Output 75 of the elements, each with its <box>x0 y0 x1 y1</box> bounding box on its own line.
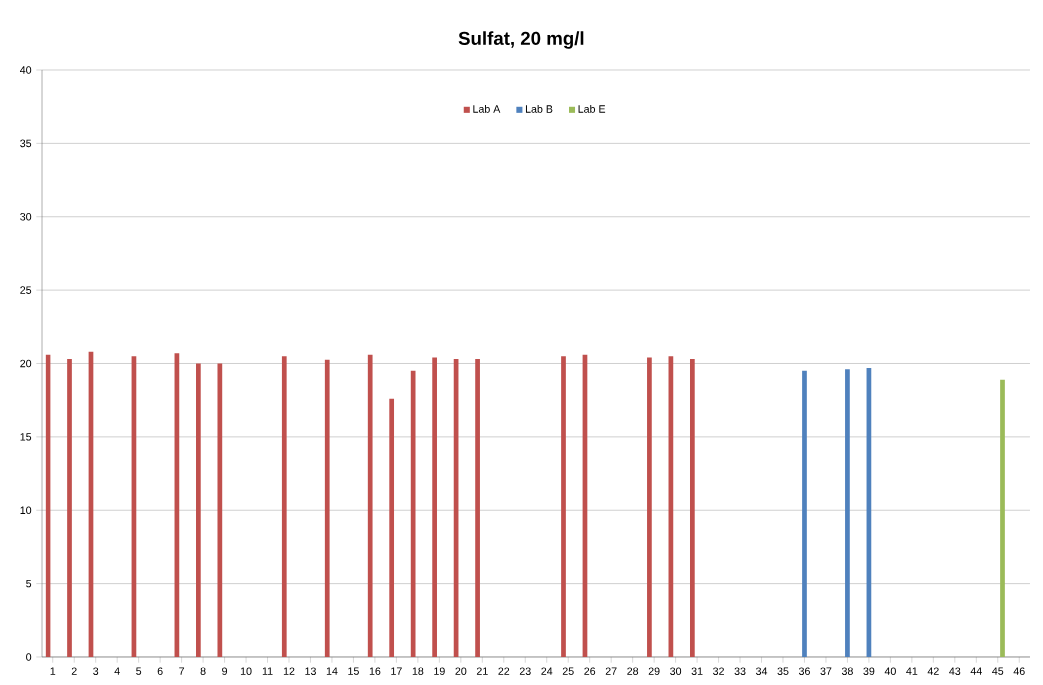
bar <box>389 398 395 657</box>
y-tick-label: 40 <box>20 66 32 74</box>
x-tick-label: 7 <box>179 667 185 675</box>
x-tick-label: 43 <box>949 667 961 675</box>
x-tick-label: 13 <box>305 667 316 675</box>
bar <box>410 370 416 657</box>
x-tick-label: 24 <box>541 667 553 675</box>
x-tick-label: 14 <box>326 667 338 675</box>
x-tick-label: 21 <box>476 667 488 675</box>
x-tick-label: 9 <box>222 667 228 675</box>
chart-title: Sulfat, 20 mg/l <box>458 31 584 49</box>
bar <box>475 359 480 657</box>
x-tick-label: 16 <box>369 667 381 675</box>
bar <box>67 359 72 657</box>
x-tick-label: 12 <box>283 667 295 675</box>
y-tick-label: 0 <box>26 653 32 661</box>
x-tick-label: 6 <box>157 667 163 675</box>
x-tick-label: 30 <box>670 667 682 675</box>
x-tick-label: 29 <box>648 667 660 675</box>
y-tick-label: 25 <box>20 286 32 294</box>
bar <box>845 369 850 657</box>
x-tick-label: 5 <box>136 667 142 675</box>
bar <box>281 356 287 657</box>
y-tick-label: 5 <box>26 579 32 588</box>
bar <box>324 359 330 657</box>
x-tick-label: 33 <box>734 667 746 675</box>
x-tick-label: 27 <box>605 667 617 675</box>
bar <box>1000 379 1005 657</box>
x-tick-label: 25 <box>562 667 574 675</box>
x-tick-label: 44 <box>970 667 982 675</box>
x-tick-label: 1 <box>50 667 56 675</box>
legend-label: Lab A <box>473 104 501 113</box>
x-tick-label: 17 <box>391 667 402 675</box>
bar <box>432 357 437 657</box>
bar <box>690 359 695 657</box>
x-tick-label: 37 <box>820 667 832 675</box>
x-tick-label: 31 <box>691 667 703 675</box>
x-tick-label: 32 <box>713 667 724 675</box>
x-tick-label: 8 <box>200 667 206 675</box>
x-tick-label: 26 <box>584 667 596 675</box>
x-tick-label: 28 <box>627 667 639 675</box>
x-tick-label: 10 <box>240 667 252 675</box>
x-tick-label: 4 <box>114 667 120 675</box>
bar <box>367 354 373 657</box>
x-tick-label: 46 <box>1013 667 1025 675</box>
y-tick-label: 15 <box>20 433 32 441</box>
x-tick-label: 11 <box>262 667 273 675</box>
x-tick-label: 40 <box>884 667 896 675</box>
x-tick-label: 20 <box>455 667 467 675</box>
y-tick-label: 10 <box>20 506 32 515</box>
x-tick-label: 15 <box>348 667 359 675</box>
x-tick-label: 42 <box>927 667 939 675</box>
x-tick-label: 41 <box>906 667 918 675</box>
x-tick-label: 22 <box>498 667 510 675</box>
legend-label: Lab E <box>578 104 606 113</box>
bar <box>647 357 652 657</box>
bar <box>802 370 807 657</box>
bar <box>217 363 223 657</box>
x-tick-label: 3 <box>93 667 99 675</box>
x-tick-label: 38 <box>841 667 853 675</box>
bar <box>196 363 201 657</box>
x-tick-label: 18 <box>412 667 424 675</box>
x-tick-label: 34 <box>755 667 768 675</box>
x-tick-label: 36 <box>798 667 810 675</box>
legend-label: Lab B <box>525 104 553 113</box>
x-tick-label: 35 <box>777 667 789 675</box>
y-tick-label: 35 <box>20 139 32 148</box>
x-tick-label: 19 <box>434 667 445 675</box>
x-tick-label: 39 <box>863 667 875 675</box>
x-tick-label: 45 <box>992 667 1004 675</box>
y-tick-label: 30 <box>20 212 32 221</box>
bar <box>561 356 566 657</box>
x-tick-label: 2 <box>71 667 77 675</box>
y-tick-label: 20 <box>20 359 32 368</box>
x-tick-label: 23 <box>519 667 531 675</box>
